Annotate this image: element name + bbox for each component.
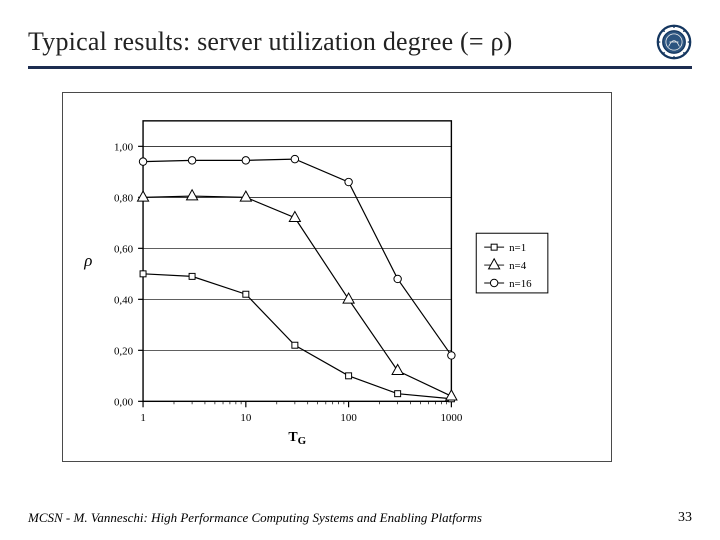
footer-credit: MCSN - M. Vanneschi: High Performance Co… xyxy=(28,510,482,526)
marker-square xyxy=(189,273,195,279)
marker-square xyxy=(491,244,497,250)
page-title: Typical results: server utilization degr… xyxy=(28,27,512,57)
series-line xyxy=(143,159,451,355)
marker-square xyxy=(346,373,352,379)
series-line xyxy=(143,196,451,396)
marker-circle xyxy=(291,155,298,162)
legend-label: n=4 xyxy=(509,260,527,272)
marker-circle xyxy=(448,352,455,359)
slide: Typical results: server utilization degr… xyxy=(0,0,720,540)
marker-triangle xyxy=(137,191,148,201)
title-paren-close: ) xyxy=(504,27,513,56)
legend-label: n=16 xyxy=(509,278,532,290)
marker-circle xyxy=(490,279,497,286)
title-paren-open: (= xyxy=(460,27,490,56)
y-tick-label: 1,00 xyxy=(114,141,134,153)
series-n=16 xyxy=(139,155,455,359)
y-tick-label: 0,40 xyxy=(114,294,134,306)
y-axis-label: ρ xyxy=(83,251,92,270)
x-tick-label: 1000 xyxy=(440,412,462,424)
marker-triangle xyxy=(343,293,354,303)
university-seal-icon xyxy=(656,24,692,60)
x-axis-label: TG xyxy=(288,430,306,447)
marker-circle xyxy=(188,157,195,164)
footer: MCSN - M. Vanneschi: High Performance Co… xyxy=(28,510,692,526)
marker-square xyxy=(140,271,146,277)
page-number: 33 xyxy=(678,510,692,526)
legend: n=1 n=4 n=16 xyxy=(476,233,548,293)
legend-label: n=1 xyxy=(509,242,526,254)
marker-circle xyxy=(394,275,401,282)
x-tick-label: 10 xyxy=(240,412,251,424)
chart-container: 0,00 0,20 0,40 0,60 0,80 1,00 1 10 100 1000 ρ TG n=1… xyxy=(62,92,612,462)
marker-triangle xyxy=(187,190,198,200)
y-tick-label: 0,60 xyxy=(114,243,134,255)
header: Typical results: server utilization degr… xyxy=(28,18,692,69)
series-n=1 xyxy=(140,271,454,402)
marker-square xyxy=(243,291,249,297)
y-tick-label: 0,80 xyxy=(114,192,134,204)
marker-circle xyxy=(345,178,352,185)
title-text-left: Typical results: server utilization degr… xyxy=(28,27,460,56)
marker-circle xyxy=(242,157,249,164)
utilization-chart: 0,00 0,20 0,40 0,60 0,80 1,00 1 10 100 1000 ρ TG n=1… xyxy=(63,93,611,461)
x-tick-label: 1 xyxy=(140,412,145,424)
marker-square xyxy=(292,342,298,348)
marker-triangle xyxy=(240,191,251,201)
y-tick-label: 0,20 xyxy=(114,345,134,357)
marker-square xyxy=(395,391,401,397)
y-tick-label: 0,00 xyxy=(114,396,134,408)
x-tick-label: 100 xyxy=(340,412,357,424)
series-line xyxy=(143,274,451,399)
marker-circle xyxy=(139,158,146,165)
title-rho: ρ xyxy=(490,27,503,56)
